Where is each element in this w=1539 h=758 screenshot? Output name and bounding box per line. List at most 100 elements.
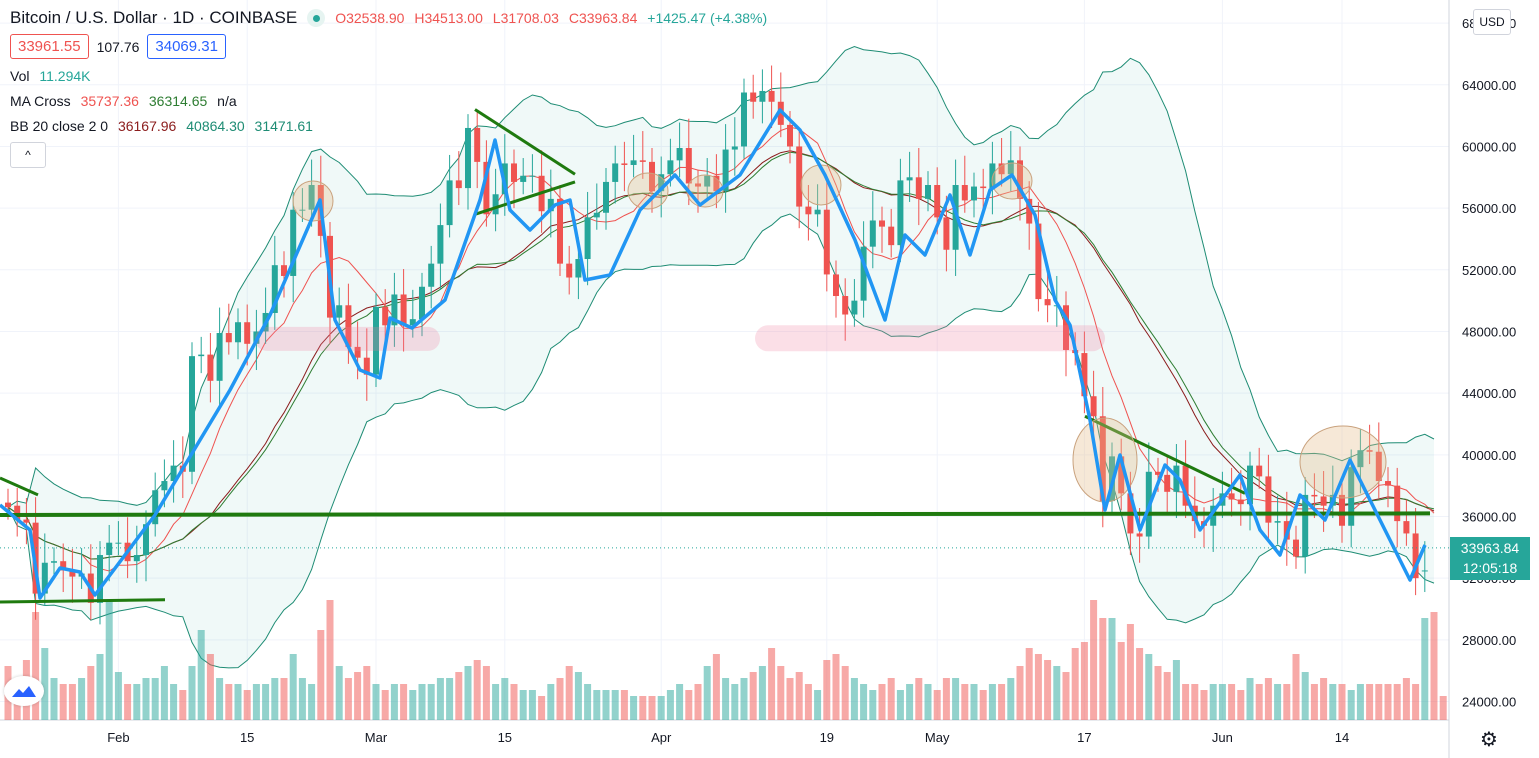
volume-bar [519,690,527,720]
bar-countdown: 12:05:18 [1462,560,1518,576]
candle-body [225,333,232,343]
y-tick-label: 48000.00 [1462,324,1516,339]
volume-bar [326,600,334,720]
candle-body [869,220,876,247]
volume-bar [832,654,840,720]
candle-body [1090,396,1097,417]
gear-icon[interactable]: ⚙ [1480,729,1498,751]
candle-body [814,209,821,215]
volume-bar [1356,684,1364,720]
candle-body [851,300,858,315]
volume-bar [1044,660,1052,720]
candle-body [336,305,343,318]
volume-bar [1163,672,1171,720]
volume-bar [59,684,67,720]
volume-bar [32,612,40,720]
volume-bar [538,696,546,720]
candle-body [14,505,21,520]
candle-body [639,160,646,162]
candle-body [189,356,195,472]
volume-bar [354,672,362,720]
volume-bar [1071,648,1079,720]
ma-cross-indicator[interactable]: MA Cross 35737.36 36314.65 n/a [10,93,767,109]
volume-bar [170,684,178,720]
market-status-icon[interactable] [307,9,326,27]
candle-body [60,561,67,571]
candle-body [511,163,517,182]
y-tick-label: 24000.00 [1462,694,1516,709]
candle-body [299,209,306,211]
volume-bar [1080,642,1088,720]
candle-body [980,186,987,189]
volume-bar [1393,684,1401,720]
volume-bar [777,666,785,720]
candle-body [676,148,683,161]
candle-body [1357,450,1364,468]
candle-body [603,181,609,213]
candle-body [593,212,600,218]
candle-body [1375,451,1382,482]
bb-label: BB 20 close 2 0 [10,118,109,134]
volume-bar [455,672,463,720]
volume-bar [722,678,730,720]
volume-bar [464,666,472,720]
volume-bar [731,684,739,720]
currency-button[interactable]: USD [1473,9,1511,35]
volume-bar [1117,642,1125,720]
x-tick-label: May [925,730,950,745]
volume-bar [1200,690,1208,720]
close-value: C33963.84 [568,10,638,26]
candle-body [1265,476,1272,523]
volume-bar [1338,684,1346,720]
buy-button[interactable]: 34069.31 [147,34,226,59]
candle-body [823,209,830,275]
candle-body [133,555,140,562]
x-tick-label: 15 [240,730,254,745]
volume-bar [1154,666,1162,720]
candle-body [1164,474,1171,492]
volume-bar [758,666,766,720]
x-tick-label: Apr [651,730,672,745]
volume-bar [271,678,279,720]
volume-bar [1246,678,1254,720]
candle-body [492,194,499,215]
last-price-value: 33963.84 [1460,540,1520,556]
candle-body [906,177,913,181]
volume-bar [87,666,95,720]
volume-bar [648,696,656,720]
candle-body [1044,299,1051,306]
volume-indicator[interactable]: Vol 11.294K [10,68,767,84]
volume-bar [547,684,555,720]
tradingview-logo-icon[interactable] [4,676,44,706]
candle-body [409,319,416,326]
candle-body [23,519,30,523]
sell-button[interactable]: 33961.55 [10,34,89,59]
candle-body [731,146,738,150]
highlight-circle [627,172,669,210]
volume-bar [78,678,86,720]
candle-body [354,346,361,358]
candle-body [1274,521,1281,523]
candle-body [363,357,370,375]
volume-bar [473,660,481,720]
candle-body [566,263,573,278]
volume-bar [308,684,316,720]
ma-cross-value-3: n/a [217,93,237,109]
volume-bar [243,690,251,720]
volume-bar [896,690,904,720]
volume-bar [602,690,610,720]
bb-lower-value: 31471.61 [254,118,313,134]
ma-fast-line [7,126,1435,572]
wave-line [0,108,1427,600]
symbol-title[interactable]: Bitcoin / U.S. Dollar · 1D · COINBASE [10,8,298,27]
ma-slow-line [7,151,1435,560]
volume-bar [1329,684,1337,720]
collapse-legend-button[interactable]: ^ [10,142,46,168]
bb-indicator[interactable]: BB 20 close 2 0 36167.96 40864.30 31471.… [10,118,767,134]
volume-bar [657,696,665,720]
volume-bar [998,684,1006,720]
candle-body [1348,467,1355,526]
candle-body [529,175,536,177]
candle-body [51,561,57,563]
